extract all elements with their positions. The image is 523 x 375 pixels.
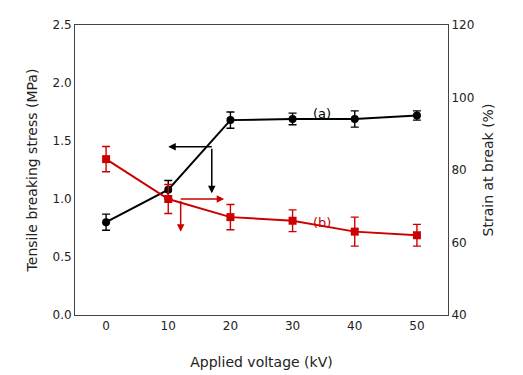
svg-text:(b): (b) [313, 215, 331, 230]
svg-text:Tensile breaking stress (MPa): Tensile breaking stress (MPa) [24, 69, 40, 273]
svg-text:0: 0 [102, 319, 110, 333]
svg-text:120: 120 [451, 18, 474, 32]
svg-text:10: 10 [161, 319, 176, 333]
svg-text:80: 80 [451, 163, 466, 177]
svg-text:0.5: 0.5 [53, 250, 72, 264]
svg-text:2.5: 2.5 [53, 18, 72, 32]
svg-text:100: 100 [451, 91, 474, 105]
svg-text:1.0: 1.0 [53, 192, 72, 206]
svg-text:Strain at break (%): Strain at break (%) [480, 104, 496, 237]
svg-text:40: 40 [451, 308, 466, 322]
svg-text:20: 20 [223, 319, 238, 333]
svg-text:50: 50 [409, 319, 424, 333]
svg-text:2.0: 2.0 [53, 76, 72, 90]
svg-text:Applied voltage (kV): Applied voltage (kV) [190, 354, 332, 370]
svg-text:1.5: 1.5 [53, 134, 72, 148]
svg-text:30: 30 [285, 319, 300, 333]
svg-text:0.0: 0.0 [53, 308, 72, 322]
svg-text:(a): (a) [313, 106, 331, 121]
svg-text:40: 40 [347, 319, 362, 333]
svg-text:60: 60 [451, 236, 466, 250]
